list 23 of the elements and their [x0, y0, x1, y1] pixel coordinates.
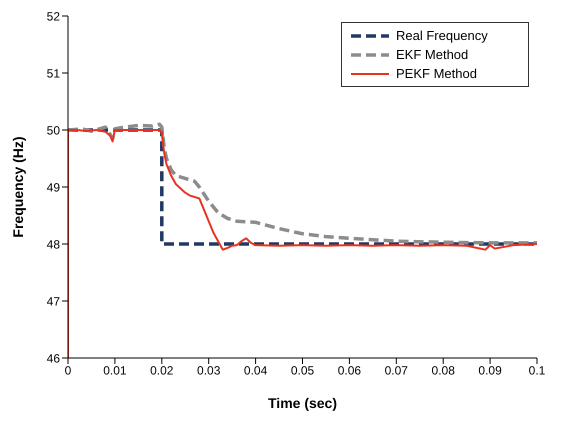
x-tick-label: 0.04	[244, 364, 268, 378]
x-tick-label: 0.02	[150, 364, 174, 378]
x-tick-label: 0.01	[103, 364, 127, 378]
y-tick-label: 46	[46, 351, 60, 366]
x-tick-label: 0.08	[432, 364, 456, 378]
x-tick-label: 0.03	[197, 364, 221, 378]
y-tick-label: 51	[46, 66, 60, 80]
y-tick-label: 48	[46, 237, 60, 252]
x-tick-label: 0.06	[338, 364, 362, 378]
legend-label: EKF Method	[396, 47, 468, 62]
y-tick-label: 52	[46, 9, 60, 24]
y-tick-label: 50	[46, 123, 60, 138]
x-tick-label: 0.05	[290, 364, 314, 378]
legend-label: Real Frequency	[396, 28, 488, 43]
x-tick-label: 0.09	[478, 364, 502, 378]
x-tick-label: 0.07	[384, 364, 408, 378]
y-tick-label: 47	[46, 294, 60, 308]
x-tick-label: 0.1	[528, 364, 546, 378]
y-tick-label: 49	[46, 180, 60, 194]
x-axis-title: Time (sec)	[268, 394, 337, 411]
legend-label: PEKF Method	[396, 66, 477, 81]
x-tick-label: 0	[64, 364, 72, 378]
y-axis-title: Frequency (Hz)	[10, 136, 26, 238]
